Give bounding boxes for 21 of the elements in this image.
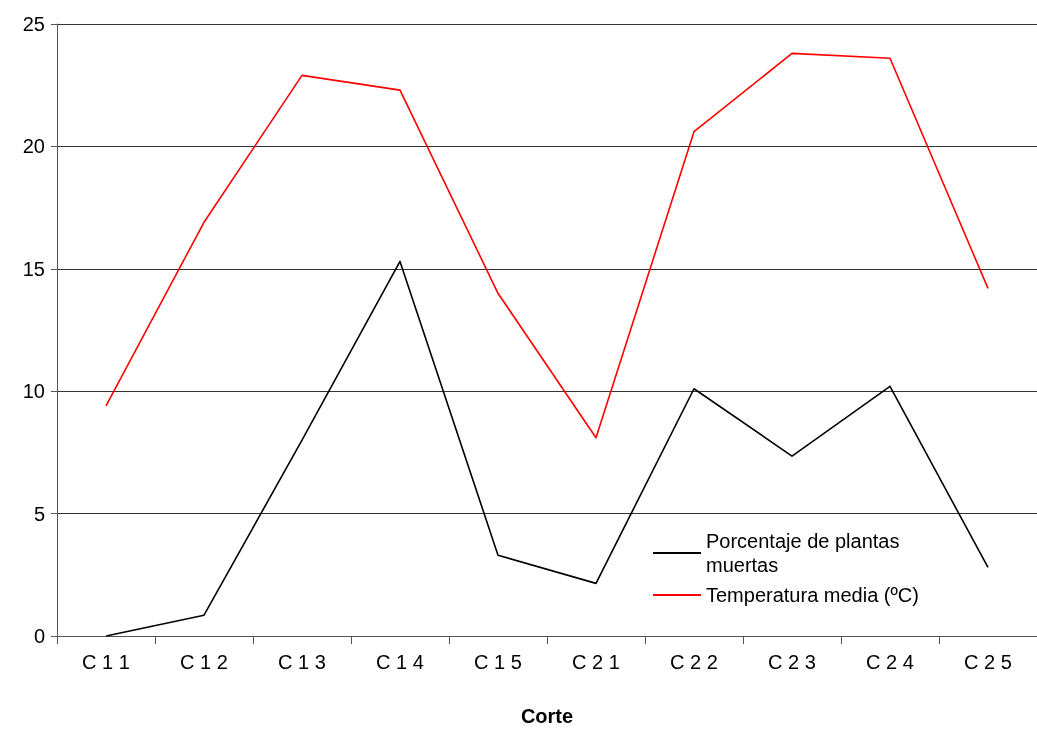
line-series	[105, 260, 989, 637]
x-tick-label: C 2 5	[964, 651, 1012, 673]
y-tick-label: 0	[33, 625, 45, 647]
y-tick-label: 25	[22, 13, 45, 35]
x-tick-label: C 1 2	[180, 651, 228, 673]
x-tick-label: C 1 3	[278, 651, 326, 673]
x-tick-label: C 2 4	[866, 651, 914, 673]
x-tick-label: C 2 3	[768, 651, 816, 673]
x-tick-label: C 1 5	[474, 651, 522, 673]
x-axis-title: Corte	[520, 705, 574, 727]
y-tick-label: 15	[22, 257, 45, 280]
line-series	[105, 52, 989, 439]
x-tick-label: C 1 4	[376, 651, 424, 673]
x-tick-label: C 2 2	[670, 651, 718, 673]
x-tick-label: C 2 1	[572, 651, 620, 673]
y-tick-label: 20	[22, 135, 45, 158]
y-tick-label: 5	[33, 502, 45, 525]
x-tick-label: C 1 1	[82, 651, 130, 673]
y-tick-label: 10	[22, 380, 45, 403]
legend-label: Porcentaje de plantas muertas	[706, 530, 906, 576]
legend-label: Temperatura media (ºC)	[706, 584, 919, 606]
